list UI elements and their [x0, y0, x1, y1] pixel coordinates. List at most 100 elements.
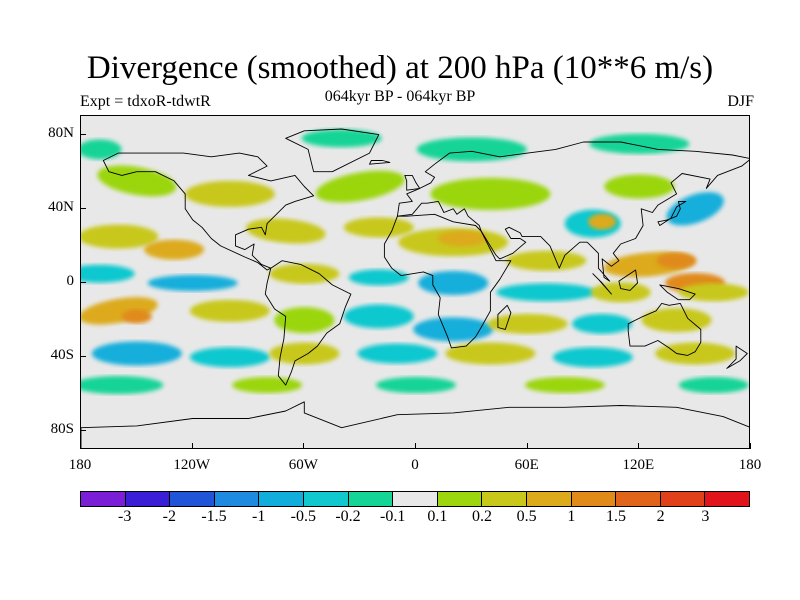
lon-tick-mark — [750, 443, 751, 449]
field-patch — [343, 304, 414, 329]
field-patch — [487, 313, 568, 334]
field-patch — [430, 177, 551, 210]
colorbar-swatch — [660, 492, 706, 506]
colorbar-swatch — [125, 492, 171, 506]
colorbar-label: -0.1 — [379, 508, 406, 525]
colorbar-swatch — [303, 492, 349, 506]
season-label: DJF — [727, 93, 754, 110]
colorbar-swatch — [705, 492, 749, 506]
field-patch — [678, 377, 749, 394]
field-patch — [274, 307, 335, 334]
map-canvas — [81, 128, 749, 448]
divergence-field — [81, 129, 749, 395]
field-patch — [589, 133, 690, 154]
antarctica-coast — [81, 401, 749, 448]
lat-tick-label: 40S — [50, 347, 74, 364]
borneo-coast — [618, 269, 638, 291]
lon-tick-mark — [526, 443, 528, 449]
lon-tick-label: 0 — [411, 457, 419, 473]
lon-tick-mark — [80, 443, 81, 449]
colorbar-swatch — [259, 492, 304, 506]
field-patch — [81, 139, 122, 160]
field-patch — [144, 239, 205, 260]
field-patch — [666, 192, 724, 226]
experiment-label: Expt = tdxoR-tdwtR — [80, 93, 211, 110]
field-patch — [641, 308, 712, 333]
lat-tick-label: 0 — [66, 273, 75, 289]
field-patch — [189, 347, 270, 368]
field-patch — [348, 269, 409, 286]
colorbar-label: -0.5 — [290, 508, 316, 525]
lon-tick-label: 60E — [514, 457, 539, 473]
field-patch — [245, 218, 326, 244]
colorbar-swatch — [81, 492, 126, 506]
colorbar-swatch — [348, 492, 394, 506]
colorbar-label: 0.5 — [516, 508, 537, 525]
field-patch — [496, 283, 597, 302]
field-patch — [416, 137, 527, 162]
lon-tick-mark — [191, 443, 193, 449]
colorbar-label: -1 — [251, 508, 266, 525]
field-patch — [232, 377, 303, 394]
field-patch — [552, 347, 633, 368]
field-patch — [437, 230, 488, 247]
lat-tick-label: 80S — [50, 421, 74, 438]
colorbar — [80, 491, 750, 507]
colorbar-label: 0.1 — [427, 508, 448, 525]
new-zealand-coast — [726, 345, 748, 369]
colorbar-swatch — [571, 492, 617, 506]
iceland-coast — [369, 160, 391, 165]
sumatra-coast — [592, 273, 612, 295]
field-patch — [81, 264, 135, 283]
field-patch — [81, 376, 164, 395]
field-patch — [678, 283, 749, 302]
south-america-coast — [264, 260, 352, 386]
colorbar-label: -0.2 — [335, 508, 361, 525]
lon-tick-mark — [303, 443, 305, 449]
field-patch — [147, 275, 238, 291]
field-patch — [97, 165, 177, 197]
lat-tick-mark — [80, 356, 86, 358]
lon-tick-label: 120W — [173, 457, 210, 473]
colorbar-label: -2 — [162, 508, 176, 525]
lon-tick-label: 180 — [68, 457, 92, 473]
lat-tick-mark — [80, 282, 86, 283]
field-patch — [189, 299, 270, 322]
new-guinea-coast — [659, 284, 696, 301]
japan-coast — [657, 200, 687, 226]
australia-coast — [627, 302, 702, 356]
field-patch — [418, 271, 489, 295]
field-patch — [604, 174, 675, 199]
field-patch — [445, 342, 536, 365]
greenland-coast — [285, 128, 380, 173]
lat-tick-mark — [80, 207, 86, 209]
colorbar-swatch — [526, 492, 572, 506]
eurasia-coast — [396, 141, 749, 282]
coastlines — [81, 128, 749, 448]
colorbar-swatch — [616, 492, 661, 506]
lat-tick-mark — [80, 133, 86, 135]
colorbar-label: -3 — [117, 508, 132, 525]
africa-coast — [383, 213, 512, 349]
field-patch — [590, 282, 651, 303]
madagascar-coast — [497, 304, 512, 330]
field-patch — [524, 377, 605, 394]
lon-tick-mark — [415, 443, 416, 449]
lat-tick-mark — [80, 430, 86, 432]
field-patch — [269, 342, 340, 365]
colorbar-swatch — [437, 492, 483, 506]
britain-coast — [404, 174, 421, 191]
field-patch — [315, 170, 405, 203]
colorbar-label: 1 — [567, 508, 576, 525]
colorbar-swatch — [170, 492, 215, 506]
lat-tick-label: 40N — [48, 198, 74, 215]
field-patch — [121, 309, 152, 324]
period-label: 064kyr BP - 064kyr BP — [324, 88, 476, 105]
field-patch — [184, 180, 275, 207]
north-america-coast — [102, 152, 315, 271]
field-patch — [572, 313, 633, 334]
field-patch — [588, 213, 617, 230]
field-patch — [357, 343, 438, 364]
colorbar-label: -1.5 — [201, 508, 227, 525]
lon-tick-label: 60W — [288, 457, 318, 473]
